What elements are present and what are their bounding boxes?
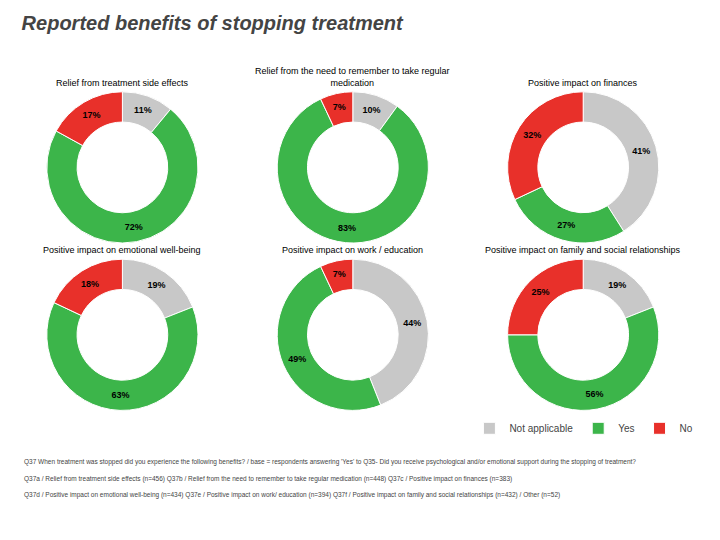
svg-text:Reported benefits of stopping: Reported benefits of stopping treatment: [22, 12, 404, 34]
svg-text:18%: 18%: [81, 279, 99, 289]
svg-text:Positive impact on family and: Positive impact on family and social rel…: [485, 245, 681, 255]
svg-text:Not applicable: Not applicable: [509, 423, 573, 434]
svg-text:Positive impact on work / educ: Positive impact on work / education: [282, 245, 423, 255]
svg-text:19%: 19%: [147, 280, 165, 290]
svg-text:Yes: Yes: [618, 423, 634, 434]
svg-text:Positive impact on emotional w: Positive impact on emotional well-being: [43, 245, 201, 255]
svg-text:27%: 27%: [557, 220, 575, 230]
svg-text:72%: 72%: [125, 222, 143, 232]
svg-text:Q37a / Relief from treatment s: Q37a / Relief from treatment side effect…: [24, 475, 512, 483]
svg-text:Relief from the need to rememb: Relief from the need to remember to take…: [255, 66, 450, 88]
svg-text:63%: 63%: [111, 390, 129, 400]
svg-text:19%: 19%: [608, 280, 626, 290]
svg-text:49%: 49%: [288, 354, 306, 364]
svg-text:10%: 10%: [362, 105, 380, 115]
svg-text:Q37 When treatment was stopped: Q37 When treatment was stopped did you e…: [24, 458, 636, 466]
svg-text:Positive impact on finances: Positive impact on finances: [528, 78, 638, 88]
svg-text:25%: 25%: [531, 287, 549, 297]
svg-text:Relief from treatment side eff: Relief from treatment side effects: [56, 78, 188, 88]
svg-text:17%: 17%: [83, 110, 101, 120]
svg-text:Q37d / Positive impact on emot: Q37d / Positive impact on emotional well…: [24, 491, 560, 499]
svg-text:7%: 7%: [333, 269, 346, 279]
svg-text:56%: 56%: [586, 389, 604, 399]
svg-text:41%: 41%: [632, 146, 650, 156]
svg-text:83%: 83%: [338, 223, 356, 233]
svg-text:No: No: [680, 423, 693, 434]
svg-text:44%: 44%: [403, 318, 421, 328]
svg-text:7%: 7%: [333, 102, 346, 112]
svg-text:11%: 11%: [134, 105, 152, 115]
svg-text:32%: 32%: [523, 130, 541, 140]
